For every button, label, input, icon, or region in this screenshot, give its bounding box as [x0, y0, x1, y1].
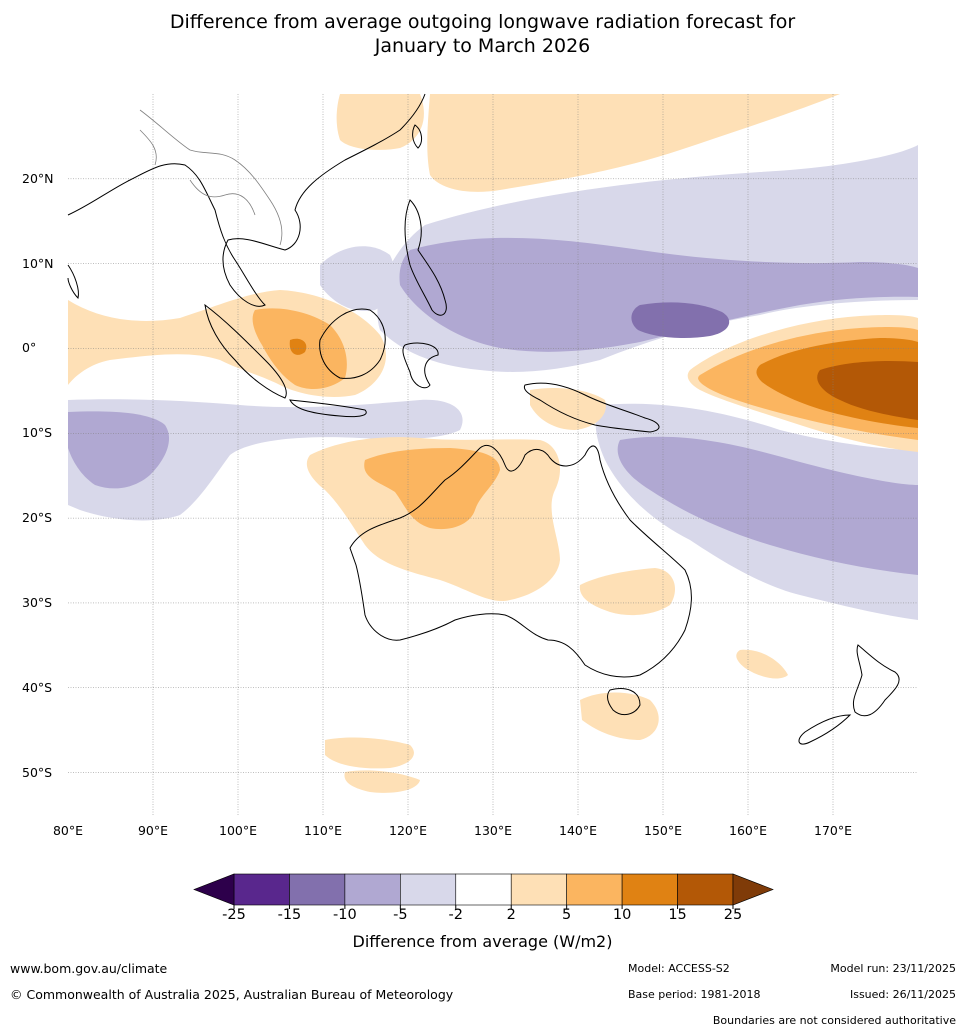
colorbar [193, 873, 774, 909]
coastlines [67, 93, 900, 745]
colorbar-segment [510, 873, 567, 906]
longitude-label: 90°E [137, 823, 169, 838]
colorbar-segment [344, 873, 401, 906]
map-title: Difference from average outgoing longwav… [0, 10, 965, 58]
anomaly-region-neg15 [631, 302, 730, 338]
latitude-label: 10°N [22, 255, 54, 271]
anomaly-region-neg10-pacific [399, 237, 918, 352]
anomaly-field [68, 94, 918, 793]
footer-model: Model: ACCESS-S2 [628, 962, 730, 975]
longitude-label: 130°E [473, 823, 513, 838]
longitude-label: 160°E [728, 823, 768, 838]
colorbar-tick-label: 15 [668, 907, 687, 923]
anomaly-region-pos2-northwest [336, 94, 424, 150]
anomaly-region-neg10-indian [68, 411, 170, 489]
coast-tasmania [607, 688, 641, 716]
coast-asia-mainland [67, 93, 426, 307]
colorbar-tick-label: -10 [333, 907, 357, 923]
colorbar-segment [289, 873, 346, 906]
latitude-label: 40°S [22, 679, 53, 695]
anomaly-region-pos2-tasman [580, 692, 659, 740]
colorbar-tick-label: -5 [393, 907, 408, 923]
latitude-label: 20°N [22, 170, 54, 186]
coast-borneo [319, 308, 386, 379]
anomaly-region-pos5-australia [364, 448, 500, 530]
coast-australia [349, 444, 692, 678]
coast-india-south [67, 264, 79, 299]
country-borders [139, 109, 283, 246]
latitude-label: 0° [22, 340, 37, 356]
anomaly-region-pos2-northeast [427, 94, 840, 192]
title-line-1: Difference from average outgoing longwav… [169, 11, 796, 33]
anomaly-region-pos2-southern-b [344, 770, 420, 793]
anomaly-region-neg5-sea [320, 246, 395, 311]
coast-nz-south [798, 714, 852, 745]
colorbar-tick-label: -25 [222, 907, 246, 923]
longitude-label: 150°E [643, 823, 683, 838]
footer-url: www.bom.gov.au/climate [10, 961, 168, 976]
footer-issued: Issued: 26/11/2025 [849, 988, 956, 1001]
anomaly-region-neg10-south [617, 436, 918, 575]
footer-base-period: Base period: 1981-2018 [628, 988, 761, 1001]
longitude-label: 110°E [303, 823, 343, 838]
anomaly-region-pos2-png [530, 388, 606, 430]
longitude-label: 140°E [558, 823, 598, 838]
footer-copyright: © Commonwealth of Australia 2025, Austra… [10, 987, 454, 1002]
latitude-label: 20°S [22, 510, 53, 526]
colorbar-segment [566, 873, 623, 906]
colorbar-tick-label: 10 [612, 907, 632, 923]
colorbar-segment [621, 873, 678, 906]
colorbar-under-arrow [193, 873, 235, 906]
border-mainland [139, 109, 283, 246]
anomaly-region-pos2-nz [736, 649, 788, 679]
colorbar-title: Difference from average (W/m2) [352, 932, 613, 951]
colorbar-tick-label: -15 [277, 907, 302, 923]
anomaly-region-pos15 [817, 360, 918, 420]
anomaly-region-pos10-borneo [289, 338, 307, 355]
latitude-label: 30°S [22, 594, 53, 610]
coast-taiwan [412, 124, 423, 149]
colorbar-segment [677, 873, 734, 906]
anomaly-region-pos2-eastaus [579, 568, 675, 616]
colorbar-over-arrow [732, 873, 774, 906]
longitude-label: 120°E [388, 823, 428, 838]
gridlines [68, 94, 918, 815]
colorbar-segment [233, 873, 290, 906]
colorbar-segment [400, 873, 457, 906]
anomaly-region-pos2-southern [325, 737, 414, 769]
coast-sulawesi [402, 342, 439, 389]
colorbar-tick-label: -2 [448, 907, 463, 923]
coast-java [289, 399, 367, 418]
footer-disclaimer: Boundaries are not considered authoritat… [712, 1014, 956, 1027]
longitude-label: 170°E [813, 823, 853, 838]
footer-model-run: Model run: 23/11/2025 [830, 962, 956, 975]
coast-philippines [404, 199, 447, 316]
coast-sumatra [204, 303, 287, 399]
coast-png [523, 382, 660, 433]
latitude-label: 50°S [22, 764, 53, 780]
colorbar-segment [455, 873, 512, 906]
longitude-label: 100°E [218, 823, 258, 838]
colorbar-tick-label: 2 [506, 907, 516, 923]
colorbar-tick-label: 5 [562, 907, 572, 923]
longitude-label: 80°E [52, 823, 84, 838]
colorbar-tick-label: 25 [723, 907, 743, 923]
latitude-label: 10°S [22, 425, 53, 441]
title-line-2: January to March 2026 [374, 35, 591, 57]
coast-nz-north [852, 644, 900, 717]
